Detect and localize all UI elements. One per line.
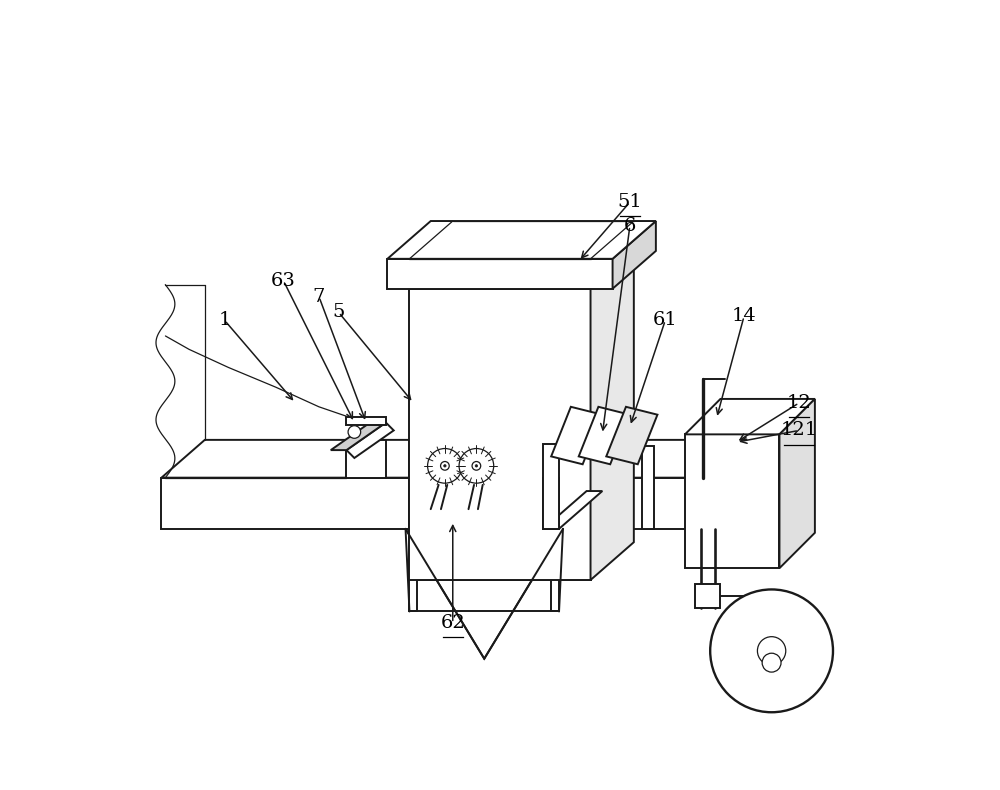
Polygon shape bbox=[551, 529, 559, 611]
Polygon shape bbox=[551, 407, 602, 465]
Polygon shape bbox=[346, 417, 386, 425]
Polygon shape bbox=[685, 435, 779, 568]
Polygon shape bbox=[331, 423, 386, 450]
Polygon shape bbox=[387, 221, 656, 259]
Circle shape bbox=[441, 461, 449, 470]
Circle shape bbox=[472, 461, 481, 470]
Polygon shape bbox=[543, 478, 559, 529]
Polygon shape bbox=[606, 407, 657, 465]
Polygon shape bbox=[695, 584, 720, 608]
Polygon shape bbox=[613, 221, 656, 288]
Polygon shape bbox=[387, 259, 613, 288]
Circle shape bbox=[348, 426, 361, 438]
Text: 51: 51 bbox=[618, 193, 642, 211]
Text: 12: 12 bbox=[787, 394, 812, 412]
Circle shape bbox=[762, 653, 781, 672]
Polygon shape bbox=[409, 288, 591, 580]
Text: 121: 121 bbox=[781, 421, 818, 439]
Circle shape bbox=[757, 637, 786, 665]
Polygon shape bbox=[642, 446, 654, 529]
Text: 6: 6 bbox=[624, 216, 636, 235]
Circle shape bbox=[428, 449, 462, 483]
Polygon shape bbox=[161, 478, 732, 529]
Polygon shape bbox=[346, 440, 386, 478]
Polygon shape bbox=[543, 444, 559, 529]
Polygon shape bbox=[732, 440, 776, 529]
Polygon shape bbox=[406, 529, 563, 659]
Text: 5: 5 bbox=[332, 303, 345, 322]
Text: 14: 14 bbox=[732, 307, 756, 325]
Text: 7: 7 bbox=[313, 288, 325, 306]
Polygon shape bbox=[579, 407, 630, 465]
Polygon shape bbox=[543, 491, 602, 529]
Polygon shape bbox=[346, 423, 394, 458]
Polygon shape bbox=[685, 399, 815, 434]
Text: 63: 63 bbox=[271, 272, 296, 290]
Circle shape bbox=[444, 465, 446, 467]
Polygon shape bbox=[161, 440, 776, 478]
Polygon shape bbox=[779, 399, 815, 568]
Polygon shape bbox=[409, 440, 591, 580]
Polygon shape bbox=[409, 529, 417, 611]
Circle shape bbox=[475, 465, 478, 467]
Text: 61: 61 bbox=[653, 311, 678, 329]
Circle shape bbox=[459, 449, 494, 483]
Text: 62: 62 bbox=[440, 615, 465, 632]
Text: 1: 1 bbox=[218, 311, 231, 329]
Polygon shape bbox=[591, 251, 634, 580]
Circle shape bbox=[710, 589, 833, 713]
